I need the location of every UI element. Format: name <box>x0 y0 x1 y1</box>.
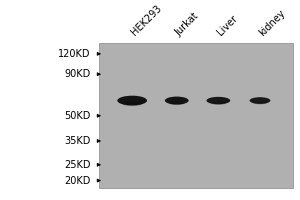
Text: 35KD: 35KD <box>64 136 91 146</box>
Ellipse shape <box>169 102 184 105</box>
Text: 20KD: 20KD <box>64 176 91 186</box>
Ellipse shape <box>250 97 270 104</box>
Text: Liver: Liver <box>215 14 239 38</box>
Text: 90KD: 90KD <box>64 69 91 79</box>
Ellipse shape <box>253 101 267 104</box>
Text: kidney: kidney <box>257 8 287 38</box>
Text: Jurkat: Jurkat <box>174 10 201 38</box>
Text: 50KD: 50KD <box>64 111 91 121</box>
Ellipse shape <box>206 97 230 104</box>
Ellipse shape <box>122 102 142 106</box>
Ellipse shape <box>165 97 189 105</box>
Text: 120KD: 120KD <box>58 49 91 59</box>
Ellipse shape <box>117 96 147 105</box>
FancyBboxPatch shape <box>100 43 293 188</box>
Ellipse shape <box>211 101 226 105</box>
Text: HEK293: HEK293 <box>129 3 164 38</box>
Text: 25KD: 25KD <box>64 160 91 170</box>
